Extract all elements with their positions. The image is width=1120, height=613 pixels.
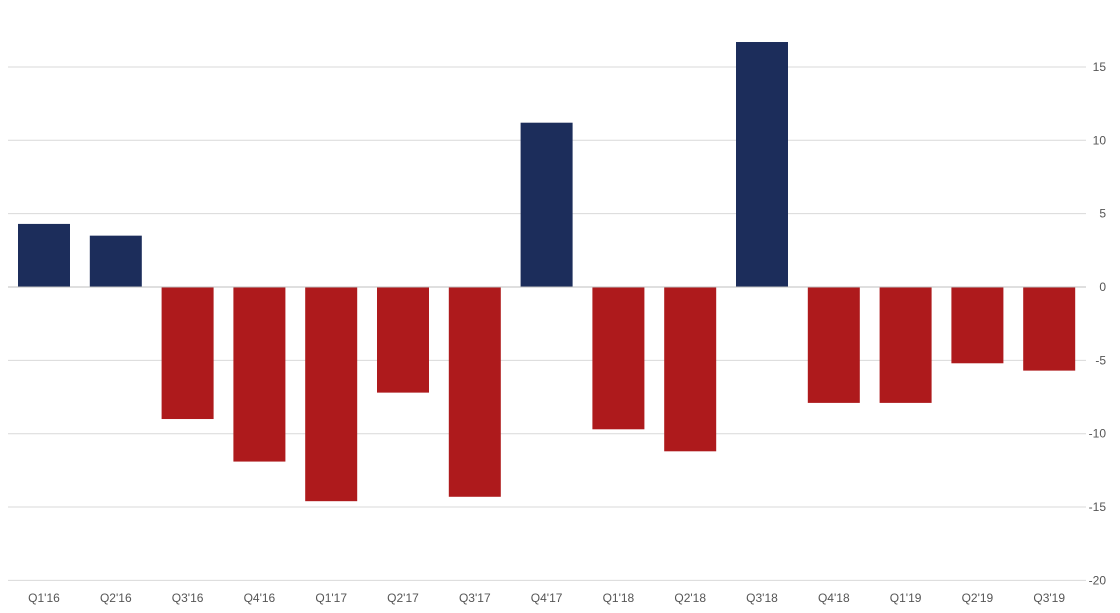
y-tick-label: 10	[1093, 133, 1107, 147]
x-tick-label: Q3'19	[1033, 591, 1065, 605]
y-tick-label: -15	[1089, 500, 1107, 514]
x-tick-label: Q2'17	[387, 591, 419, 605]
bar-q2-17	[377, 287, 429, 393]
x-tick-label: Q1'19	[890, 591, 922, 605]
bar-q3-16	[161, 287, 214, 420]
x-tick-label: Q3'16	[172, 591, 204, 605]
x-tick-label: Q1'16	[28, 591, 60, 605]
bars	[18, 42, 1076, 502]
bar-q4-17	[520, 122, 573, 287]
y-tick-label: 15	[1093, 60, 1107, 74]
bar-q1-18	[592, 287, 645, 430]
bar-q4-18	[807, 287, 860, 403]
bar-q2-19	[951, 287, 1004, 364]
bar-q4-16	[233, 287, 286, 462]
bar-q3-18	[736, 42, 788, 287]
y-tick-label: -20	[1089, 573, 1107, 587]
x-tick-label: Q4'18	[818, 591, 850, 605]
bar-q3-19	[1023, 287, 1076, 371]
x-tick-label: Q2'18	[674, 591, 706, 605]
x-tick-label: Q4'16	[244, 591, 276, 605]
x-tick-label: Q1'17	[315, 591, 347, 605]
x-tick-label: Q2'19	[962, 591, 994, 605]
bar-q1-17	[305, 287, 358, 502]
bar-q2-16	[89, 235, 142, 287]
bar-q3-17	[448, 287, 501, 497]
y-tick-label: 5	[1099, 207, 1106, 221]
bar-q1-16	[18, 223, 70, 287]
x-tick-label: Q2'16	[100, 591, 132, 605]
x-tick-label: Q3'18	[746, 591, 778, 605]
y-tick-label: -5	[1095, 353, 1106, 367]
y-tick-label: -10	[1089, 427, 1107, 441]
bar-q1-19	[879, 287, 932, 403]
y-tick-label: 0	[1099, 280, 1106, 294]
x-axis-tick-labels: Q1'16 Q2'16 Q3'16 Q4'16 Q1'17 Q2'17 Q3'17 Q4'17…	[28, 591, 1065, 605]
x-tick-label: Q4'17	[531, 591, 563, 605]
bar-q2-18	[664, 287, 717, 452]
x-tick-label: Q1'18	[603, 591, 635, 605]
x-tick-label: Q3'17	[459, 591, 491, 605]
y-axis-tick-labels: 15 10 5 0 -5 -10 -15 -20	[1089, 60, 1107, 587]
